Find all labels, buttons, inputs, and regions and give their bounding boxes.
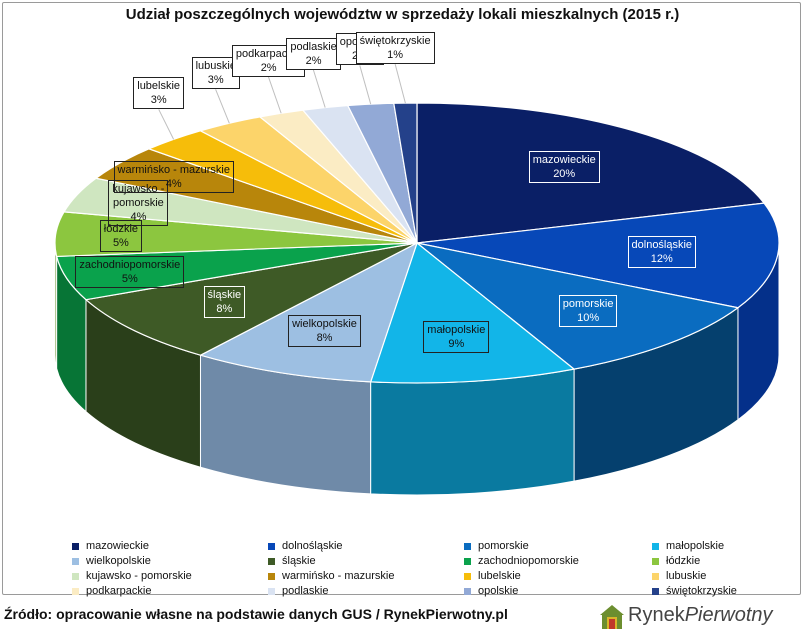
slice-label-value: 1% [387, 49, 404, 62]
slice-label-2: pomorskie 10% [558, 295, 618, 328]
slice-15 [393, 102, 418, 244]
slice-label-10: lubelskie 3% [133, 77, 185, 110]
legend-label: małopolskie [666, 540, 725, 552]
slice-side-3 [370, 368, 575, 496]
slice-label-value: 12% [650, 253, 673, 266]
slice-label-name: podkarpackie [235, 47, 302, 60]
legend-label: świętokrzyskie [666, 585, 737, 597]
slice-3 [369, 241, 576, 384]
slice-label-value: 2% [260, 61, 277, 74]
legend-label: wielkopolskie [86, 555, 151, 567]
pie-chart [54, 63, 780, 496]
legend-label: warmińsko - mazurskie [282, 570, 395, 582]
slice-label-name: wielkopolskie [292, 318, 357, 331]
slice-label-1: dolnośląskie 12% [627, 236, 697, 269]
legend-swatch [652, 588, 659, 595]
legend-swatch [464, 588, 471, 595]
legend-label: zachodniopomorskie [478, 555, 579, 567]
slice-label-value: 3% [150, 94, 167, 107]
logo-text: RynekPierwotny [628, 604, 773, 626]
legend-label: lubelskie [478, 570, 521, 582]
slice-label-13: podlaskie 2% [286, 37, 341, 70]
legend-swatch [268, 588, 275, 595]
legend-swatch [268, 543, 275, 550]
slice-label-value: 4% [130, 211, 147, 224]
legend-label: pomorskie [478, 540, 529, 552]
legend-swatch [72, 588, 79, 595]
slice-label-name: świętokrzyskie [359, 35, 431, 48]
legend-swatch [72, 573, 79, 580]
slice-4 [198, 241, 419, 383]
slice-label-name: lubuskie [195, 60, 236, 73]
slice-label-name: podlaskie [290, 40, 337, 53]
slice-label-9: warmińsko - mazurskie 4% [113, 161, 234, 194]
slice-label-value: 8% [316, 332, 333, 345]
slice-label-value: 5% [121, 273, 138, 286]
legend-label: łódzkie [666, 555, 701, 567]
legend-swatch [464, 573, 471, 580]
legend-label: podlaskie [282, 585, 329, 597]
legend-label: lubuskie [666, 570, 707, 582]
leader-line-12 [267, 76, 282, 114]
legend-swatch [72, 543, 79, 550]
slice-label-name: śląskie [207, 289, 242, 302]
legend-swatch [464, 543, 471, 550]
slice-label-value: 3% [207, 74, 224, 87]
slice-label-value: 5% [112, 236, 129, 249]
legend-label: śląskie [282, 555, 316, 567]
slice-label-value: 8% [216, 303, 233, 316]
legend-swatch [652, 543, 659, 550]
slice-label-name: lubelskie [137, 80, 181, 93]
slice-label-value: 2% [305, 54, 322, 67]
slice-1 [416, 202, 780, 309]
leader-line-14 [359, 65, 372, 105]
slice-label-name: zachodniopomorskie [79, 259, 181, 272]
slice-label-value: 20% [553, 167, 576, 180]
slice-2 [416, 242, 740, 370]
leader-line-13 [312, 69, 326, 108]
slice-label-value: 10% [577, 312, 600, 325]
legend-label: podkarpackie [86, 585, 152, 597]
legend-swatch [268, 573, 275, 580]
slice-label-4: wielkopolskie 8% [288, 315, 361, 348]
slice-label-value: 4% [165, 178, 182, 191]
legend-label: kujawsko - pomorskie [86, 570, 192, 582]
slice-label-5: śląskie 8% [203, 286, 246, 319]
slice-label-15: świętokrzyskie 1% [355, 32, 435, 65]
chart-frame [2, 2, 801, 595]
legend-swatch [652, 558, 659, 565]
slice-label-name: małopolskie [427, 323, 486, 336]
leader-line-10 [158, 109, 175, 140]
legend-swatch [464, 558, 471, 565]
slice-label-name: pomorskie [562, 298, 614, 311]
legend-label: opolskie [478, 585, 519, 597]
house-icon [600, 605, 624, 629]
chart-title: Udział poszczególnych województw w sprze… [125, 6, 680, 23]
legend-swatch [268, 558, 275, 565]
source-note: Źródło: opracowanie własne na podstawie … [4, 606, 508, 622]
slice-5 [84, 242, 418, 356]
leader-line-15 [394, 63, 406, 104]
legend-label: mazowieckie [86, 540, 149, 552]
slice-label-6: zachodniopomorskie 5% [75, 256, 185, 289]
slice-label-name: dolnośląskie [631, 239, 693, 252]
legend-swatch [72, 558, 79, 565]
slice-label-3: małopolskie 9% [423, 320, 490, 353]
slice-label-0: mazowieckie 20% [528, 150, 600, 183]
leader-line-11 [215, 89, 230, 124]
legend-label: dolnośląskie [282, 540, 343, 552]
slice-label-name: warmińsko - mazurskie [117, 164, 230, 177]
slice-label-value: 9% [448, 337, 465, 350]
slice-label-name: mazowieckie [532, 153, 596, 166]
slice-0 [416, 102, 766, 244]
legend-swatch [652, 573, 659, 580]
logo: RynekPierwotny [598, 602, 803, 632]
slice-label-11: lubuskie 3% [191, 57, 240, 90]
